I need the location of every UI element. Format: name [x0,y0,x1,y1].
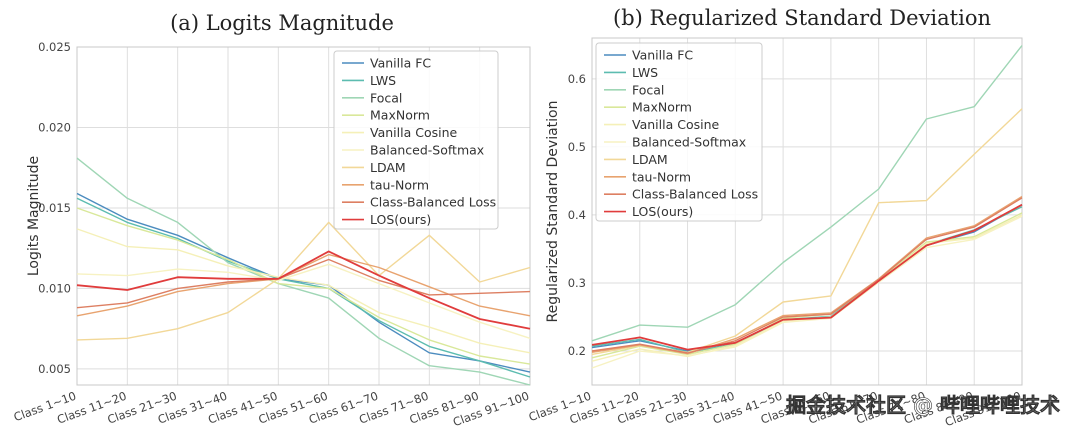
series-line [591,45,1023,342]
series-line [591,197,1023,354]
legend-label: Vanilla Cosine [370,125,457,140]
legend-label: tau-Norm [632,169,691,184]
y-tick-label: 0.005 [38,362,71,376]
panel-logits-magnitude: (a) Logits Magnitude 0.005 0.010 0.015 0.020… [12,11,531,429]
legend-label: LDAM [632,152,668,167]
legend-label: Balanced-Softmax [370,143,484,158]
watermark: 掘金技术社区 @ 哔哩哔哩技术 [786,393,1060,417]
series-line [591,215,1023,369]
legend-label: Focal [370,90,402,105]
legend-label: Balanced-Softmax [632,135,746,150]
legend-label: LOS(ours) [632,204,693,219]
series-line [76,192,531,373]
legend-label: Vanilla Cosine [632,117,719,132]
series-line [76,228,531,354]
y-tick-label: 0.010 [38,281,71,295]
legend-box [595,42,763,222]
y-axis-label: Logits Magnitude [26,156,42,276]
chart-title: (b) Regularized Standard Deviation [613,6,991,30]
y-tick-label: 0.3 [568,276,586,290]
series-line [76,258,531,309]
y-tick-label: 0.025 [38,40,71,54]
series-line [76,207,531,365]
y-tick-label: 0.4 [568,208,586,222]
series-line [76,221,531,341]
legend-label: MaxNorm [370,108,430,123]
plot-frame [591,37,1023,386]
legend-label: LOS(ours) [370,212,431,227]
y-tick-label: 0.2 [568,344,586,358]
chart-title: (a) Logits Magnitude [170,11,394,35]
y-tick-label: 0.5 [568,140,586,154]
y-tick-label: 0.015 [38,201,71,215]
legend-box [333,50,499,230]
legend-label: Vanilla FC [370,56,431,71]
y-axis-label: Regularized Standard Deviation [545,101,561,323]
y-tick-label: 0.6 [568,72,586,86]
legend-label: Class-Balanced Loss [370,195,496,210]
legend-label: Focal [632,82,664,97]
y-tick-label: 0.020 [38,120,71,134]
series-line [76,197,531,378]
panel-regularized-std: (b) Regularized Standard Deviation 0.2 0.3… [527,6,1023,429]
series-line [76,263,531,339]
plot-frame [76,46,531,386]
legend-label: LDAM [370,160,406,175]
legend-label: LWS [370,73,396,88]
legend-label: MaxNorm [632,100,692,115]
legend-label: tau-Norm [370,177,429,192]
legend-label: LWS [632,65,658,80]
series-line [76,250,531,330]
legend-label: Class-Balanced Loss [632,187,758,202]
series-line [76,157,531,386]
series-line [76,253,531,317]
series-line [591,203,1023,351]
legend-label: Vanilla FC [632,48,693,63]
